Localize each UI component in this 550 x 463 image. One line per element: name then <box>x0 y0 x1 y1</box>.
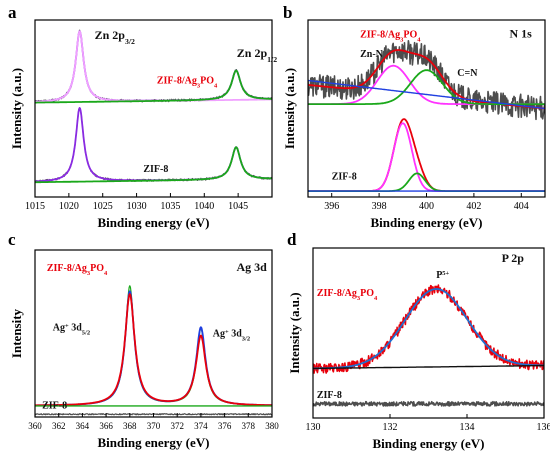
annotation: ZIF-8/Ag3PO4 <box>47 263 108 277</box>
x-tick-label: 396 <box>324 201 339 212</box>
panel-b: b 396 398 400 402 404 Binding energy (eV) Inten… <box>282 3 546 230</box>
x-tick-label: 376 <box>218 421 232 431</box>
annotation: C=N <box>457 68 478 79</box>
x-axis-label: Binding energy (eV) <box>373 436 485 451</box>
panel-letter: d <box>287 230 297 249</box>
x-tick-label: 1020 <box>59 201 79 212</box>
y-axis-label: Intensity (a.u.) <box>287 292 302 373</box>
x-axis-label: Binding energy (eV) <box>98 435 210 450</box>
series-line-ZIF-8/Ag3PO4-fit <box>313 288 544 370</box>
axes-frame <box>312 247 545 419</box>
x-tick-label: 1025 <box>93 201 113 212</box>
y-axis-label: Intensity (a.u.) <box>282 68 297 149</box>
series-line-ZIF-8/Ag3PO4-component <box>35 69 272 104</box>
annotation: P 2p <box>502 251 525 265</box>
x-tick-label: 366 <box>99 421 113 431</box>
x-tick-label: 1045 <box>228 201 248 212</box>
plot-area <box>35 285 272 416</box>
series-line-ZIF-8-raw <box>313 400 544 407</box>
x-tick-label: 398 <box>372 201 387 212</box>
panel-letter: c <box>8 230 16 249</box>
annotation: ZIF-8 <box>317 390 342 401</box>
annotation: ZIF-8 <box>143 164 168 175</box>
series-line-ZIF-8/Ag3PO4-component <box>35 30 272 103</box>
series-line-ZIF-8/Ag3PO4-baseline <box>308 79 545 110</box>
annotation: ZIF-8/Ag3PO4 <box>317 288 378 302</box>
annotation: ZIF-8 <box>332 171 357 182</box>
x-tick-label: 372 <box>170 421 184 431</box>
plot-area <box>313 284 544 407</box>
x-axis-label: Binding energy (eV) <box>371 215 483 230</box>
annotation: ZIF-8 <box>42 401 67 412</box>
plot-area <box>308 39 545 193</box>
annotation: Zn 2p3/2 <box>95 28 135 46</box>
x-tick-label: 362 <box>52 421 66 431</box>
panel-letter: a <box>8 3 17 22</box>
x-tick-label: 132 <box>383 422 398 433</box>
x-tick-label: 404 <box>514 201 529 212</box>
y-axis-label: Intensity <box>9 308 24 358</box>
annotation: ZIF-8/Ag3PO4 <box>157 75 218 89</box>
annotation: P5+ <box>436 269 449 281</box>
annotation: Ag+ 3d5/2 <box>53 322 90 336</box>
x-tick-label: 1015 <box>25 201 45 212</box>
x-tick-label: 1030 <box>127 201 147 212</box>
series-line-ZIF-8/Ag3PO4-raw <box>308 39 545 121</box>
x-tick-label: 368 <box>123 421 137 431</box>
series-line-ZIF-8/Ag3PO4-raw <box>35 29 272 103</box>
annotation: N 1s <box>509 27 532 41</box>
annotation: Ag 3d <box>236 260 267 274</box>
x-tick-label: 364 <box>76 421 90 431</box>
x-axis-label: Binding energy (eV) <box>98 215 210 230</box>
annotation: ZIF-8/Ag3PO4 <box>360 30 421 44</box>
panel-a: a 1015 1020 1025 1030 1035 1040 1045 Binding ene… <box>8 3 277 230</box>
series-line-ZIF-8/Ag3PO4-fit <box>35 290 272 407</box>
x-tick-label: 374 <box>194 421 208 431</box>
panel-c: c 360 362 364 366 368 370 372 374 376 378 380 Bindin… <box>8 230 279 450</box>
x-tick-label: 134 <box>460 422 475 433</box>
x-tick-label: 1040 <box>194 201 214 212</box>
x-tick-label: 130 <box>306 422 321 433</box>
x-tick-label: 400 <box>419 201 434 212</box>
x-tick-label: 136 <box>537 422 550 433</box>
x-tick-label: 1035 <box>160 201 180 212</box>
x-tick-label: 360 <box>28 421 42 431</box>
annotation: Zn 2p1/2 <box>237 46 277 64</box>
panel-letter: b <box>283 3 292 22</box>
annotation: Zn-N <box>360 49 384 60</box>
series-line-ZIF-8/Ag3PO4-fit <box>35 30 272 103</box>
series-line-ZIF-8-component <box>35 146 272 184</box>
x-tick-label: 402 <box>466 201 481 212</box>
panel-d: d 130 132 134 136 Binding energy (eV) Intensit… <box>287 230 550 451</box>
series-line-ZIF-8/Ag3PO4-component <box>35 293 272 407</box>
plot-area <box>35 29 272 184</box>
series-line-ZIF-8/Ag3PO4-raw <box>35 285 272 406</box>
series-line-ZIF-8/Ag3PO4-baseline <box>313 364 544 370</box>
x-tick-label: 370 <box>147 421 161 431</box>
y-axis-label: Intensity (a.u.) <box>9 68 24 149</box>
x-tick-label: 378 <box>242 421 256 431</box>
x-tick-label: 380 <box>265 421 279 431</box>
annotation: Ag+ 3d3/2 <box>213 328 250 342</box>
axes-frame <box>34 19 273 198</box>
